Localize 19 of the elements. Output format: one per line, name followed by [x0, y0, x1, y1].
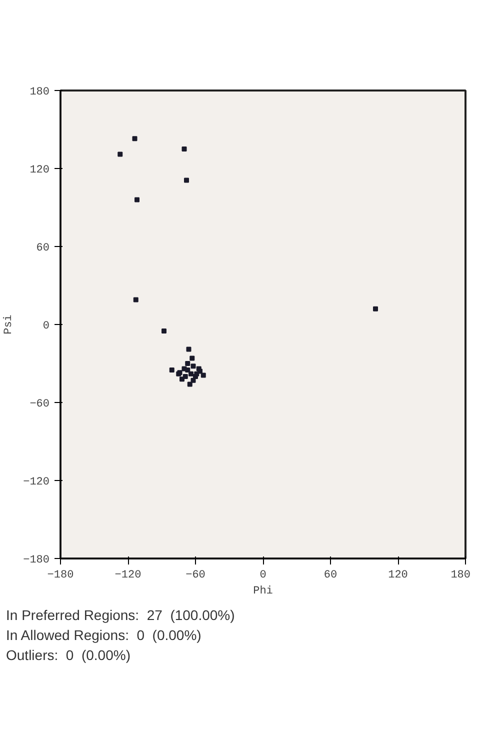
- y-tick-label: −120: [23, 476, 50, 488]
- x-tick-label: 60: [324, 570, 338, 582]
- x-tick-label: −120: [114, 570, 142, 582]
- y-tick-label: 60: [36, 242, 50, 254]
- y-axis-title: Psi: [3, 314, 16, 334]
- y-tick-label: 120: [30, 164, 50, 176]
- x-tick-label: 0: [260, 570, 266, 582]
- y-tick-label: 0: [42, 320, 50, 332]
- x-tick-label: −180: [47, 570, 74, 582]
- y-tick-label: −180: [23, 554, 50, 566]
- y-tick-label: −60: [30, 398, 50, 410]
- x-tick-label: 180: [450, 570, 471, 582]
- text: In Allowed Regions: 0 (0.00%): [6, 626, 202, 645]
- x-tick-label: −60: [186, 570, 206, 582]
- text: In Preferred Regions: 27 (100.00%): [6, 606, 235, 625]
- x-axis-title: Phi: [253, 586, 274, 598]
- text: Outliers: 0 (0.00%): [6, 646, 132, 665]
- x-tick-label: 120: [388, 570, 408, 582]
- y-tick-label: 180: [30, 86, 50, 98]
